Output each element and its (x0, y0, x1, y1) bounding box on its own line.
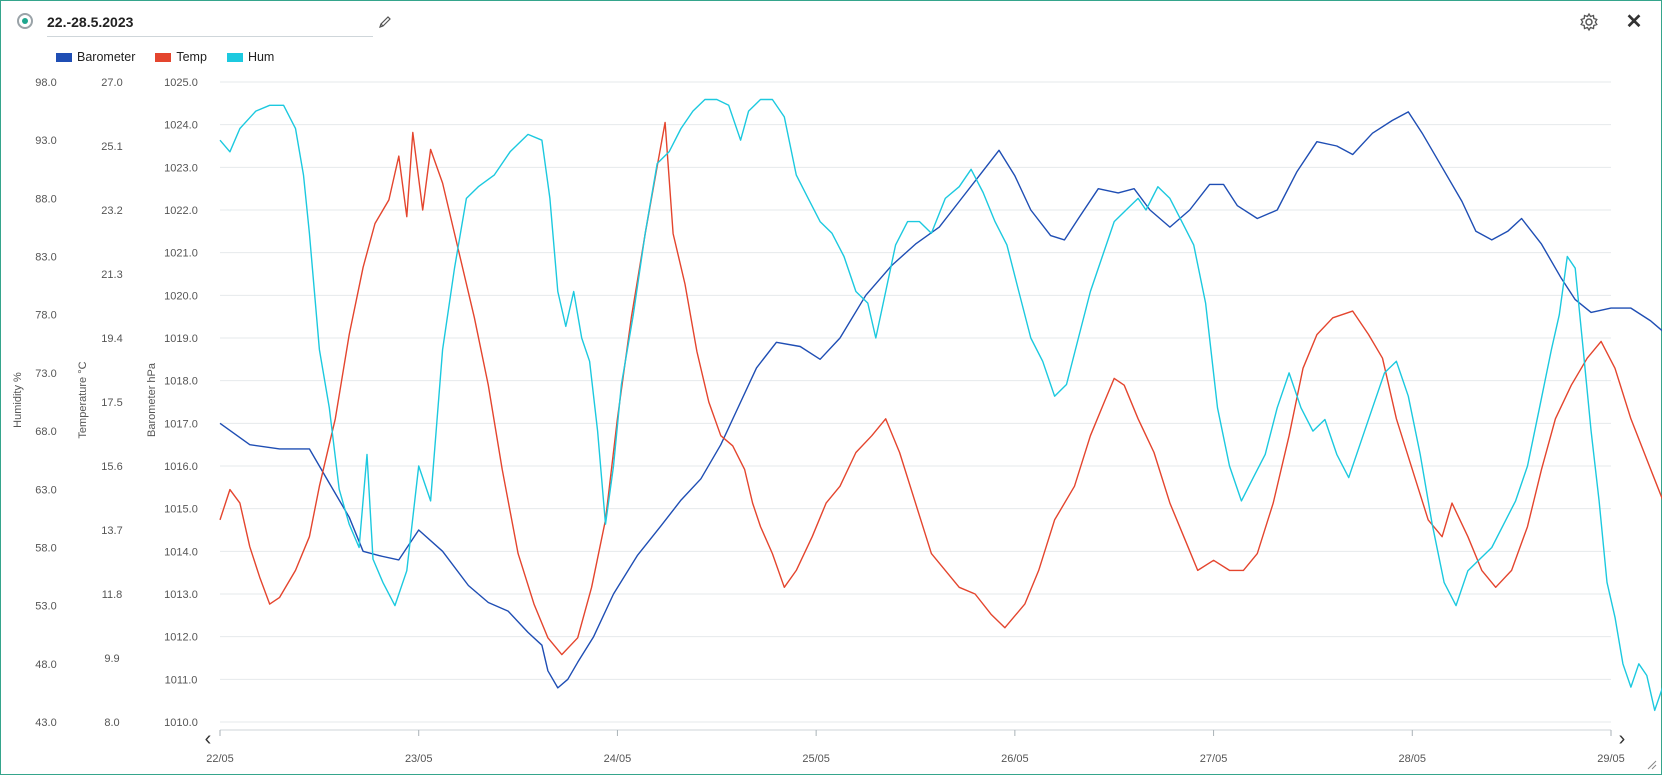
y-tick-label-hum: 78.0 (35, 310, 56, 322)
y-tick-label-temp: 25.1 (101, 141, 122, 153)
y-tick-label-hum: 88.0 (35, 193, 56, 205)
legend-item-hum[interactable]: Hum (226, 48, 275, 66)
pencil-icon[interactable] (377, 14, 393, 30)
y-tick-label-hum: 98.0 (35, 77, 56, 89)
close-icon[interactable]: ✕ (1625, 11, 1643, 33)
y-tick-label-baro: 1012.0 (164, 632, 198, 644)
y-tick-label-temp: 23.2 (101, 205, 122, 217)
y-tick-label-temp: 17.5 (101, 397, 122, 409)
x-tick-label: 26/05 (1001, 753, 1029, 765)
y-tick-label-baro: 1020.0 (164, 290, 198, 302)
y-tick-label-baro: 1017.0 (164, 418, 198, 430)
y-tick-label-hum: 53.0 (35, 601, 56, 613)
prev-period-button[interactable]: ‹ (205, 728, 212, 750)
x-tick-label: 24/05 (604, 753, 632, 765)
y-tick-label-temp: 27.0 (101, 77, 122, 89)
y-tick-label-hum: 68.0 (35, 426, 56, 438)
series-line-barometer (219, 111, 1662, 689)
x-tick-label: 22/05 (206, 753, 234, 765)
y-tick-label-hum: 83.0 (35, 252, 56, 264)
y-tick-label-baro: 1015.0 (164, 504, 198, 516)
radio-selected-icon[interactable] (17, 13, 33, 29)
legend-label-temp: Temp (176, 50, 207, 64)
legend-swatch-temp (155, 52, 172, 62)
x-tick-label: 23/05 (405, 753, 433, 765)
y-tick-label-baro: 1011.0 (165, 674, 198, 686)
legend-label-barometer: Barometer (77, 50, 136, 64)
y-tick-label-baro: 1024.0 (164, 120, 198, 132)
y-tick-label-baro: 1021.0 (164, 248, 198, 260)
series-line-hum (219, 98, 1662, 712)
y-tick-label-baro: 1019.0 (164, 333, 198, 345)
y-tick-label-hum: 73.0 (35, 368, 56, 380)
y-tick-label-temp: 9.9 (104, 653, 119, 665)
axis-title-hum: Humidity % (12, 372, 24, 428)
gear-icon[interactable] (1579, 12, 1599, 32)
y-tick-label-baro: 1013.0 (164, 589, 198, 601)
y-tick-label-temp: 15.6 (101, 461, 122, 473)
legend-swatch-barometer (56, 52, 72, 62)
y-tick-label-baro: 1014.0 (164, 546, 198, 558)
x-tick-label: 29/05 (1597, 753, 1625, 765)
y-tick-label-temp: 19.4 (101, 333, 122, 345)
chart-legend: Barometer Temp Hum (56, 48, 274, 66)
x-tick-label: 27/05 (1200, 753, 1228, 765)
y-tick-label-baro: 1010.0 (164, 717, 198, 729)
series-line-temp (219, 121, 1662, 656)
legend-swatch-hum (226, 52, 243, 62)
legend-item-temp[interactable]: Temp (155, 48, 207, 66)
y-tick-label-temp: 21.3 (101, 269, 122, 281)
axis-title-temp: Temperature °C (77, 361, 89, 438)
y-tick-label-hum: 63.0 (35, 484, 56, 496)
y-tick-label-hum: 43.0 (35, 717, 56, 729)
next-period-button[interactable]: › (1619, 728, 1626, 750)
axis-title-baro: Barometer hPa (146, 362, 158, 437)
y-tick-label-baro: 1018.0 (164, 376, 198, 388)
y-tick-label-baro: 1022.0 (164, 205, 198, 217)
y-tick-label-temp: 8.0 (104, 717, 119, 729)
date-range-title[interactable]: 22.-28.5.2023 (47, 10, 373, 37)
y-tick-label-baro: 1025.0 (164, 77, 198, 89)
y-tick-label-temp: 11.8 (102, 589, 123, 601)
y-tick-label-hum: 48.0 (35, 659, 56, 671)
y-tick-label-temp: 13.7 (101, 525, 122, 537)
y-tick-label-baro: 1016.0 (164, 461, 198, 473)
x-tick-label: 25/05 (802, 753, 830, 765)
resize-handle-icon[interactable] (1647, 760, 1657, 770)
legend-label-hum: Hum (247, 50, 275, 64)
y-tick-label-hum: 58.0 (35, 542, 56, 554)
y-tick-label-hum: 93.0 (35, 135, 56, 147)
legend-item-barometer[interactable]: Barometer (56, 48, 135, 66)
chart-header: 22.-28.5.2023 ✕ (0, 0, 1660, 44)
x-tick-label: 28/05 (1399, 753, 1427, 765)
y-tick-label-baro: 1023.0 (164, 162, 198, 174)
